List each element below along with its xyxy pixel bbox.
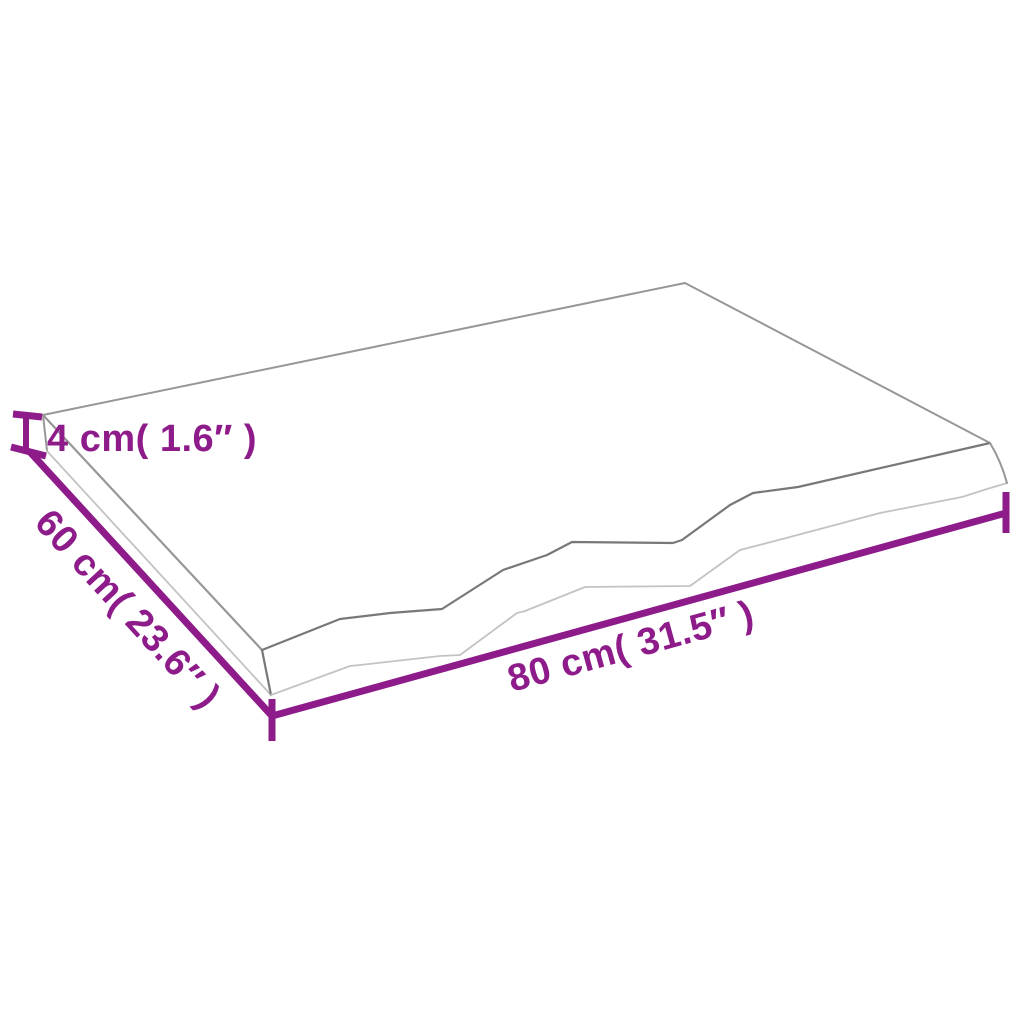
board-front-top-live-edge: [260, 441, 992, 652]
dimension-lines: [10, 410, 1010, 741]
board-front-corner-edge: [260, 648, 273, 697]
width-label: 80 cm( 31.5″ ): [503, 593, 758, 701]
thickness-bracket-bottom-tick: [10, 443, 47, 460]
board-top-back-edges: [42, 282, 991, 444]
width-dimension-line: [271, 509, 1007, 720]
board-outline: [41, 282, 1008, 697]
board-front-bottom-live-edge: [270, 482, 1008, 696]
board-right-end-edge: [989, 442, 1008, 484]
depth-label: 60 cm( 23.6″ ): [26, 502, 228, 717]
depth-dimension-line: [27, 449, 275, 719]
board-left-bottom-edge: [46, 450, 272, 696]
board-left-end-edge: [42, 414, 48, 452]
board-left-top-edge: [41, 413, 264, 652]
thickness-label: 4 cm( 1.6″ ): [47, 418, 257, 460]
